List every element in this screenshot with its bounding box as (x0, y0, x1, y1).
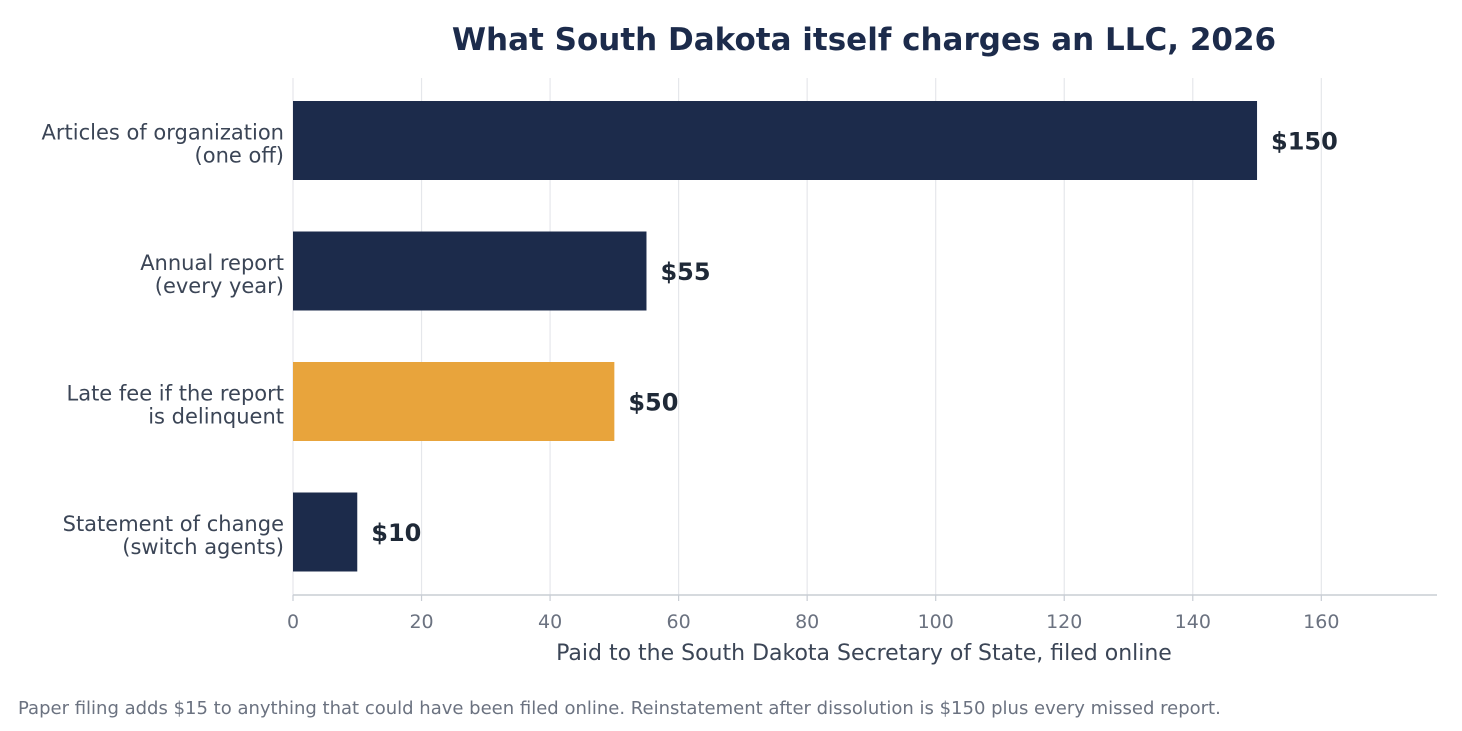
x-tick-label: 160 (1303, 611, 1339, 633)
value-label: $55 (660, 258, 710, 286)
bars (293, 101, 1258, 572)
x-tick-label: 80 (795, 611, 819, 633)
category-label: Annual report (every year) (140, 251, 284, 298)
category-label: Late fee if the report is delinquent (67, 382, 285, 429)
value-label: $10 (371, 519, 421, 547)
x-tick-label: 120 (1046, 611, 1082, 633)
x-tick-label: 0 (287, 611, 299, 633)
bar (293, 362, 615, 441)
value-label: $150 (1271, 128, 1338, 156)
category-labels: Articles of organization (one off) Annual … (42, 121, 284, 560)
bar (293, 101, 1258, 180)
x-axis-label: Paid to the South Dakota Secretary of St… (556, 641, 1172, 666)
bar (293, 492, 358, 572)
x-tick-label: 140 (1175, 611, 1211, 633)
x-tick-label: 60 (667, 611, 691, 633)
footnote: Paper filing adds $15 to anything that c… (18, 698, 1221, 719)
chart-title: What South Dakota itself charges an LLC,… (452, 22, 1276, 58)
value-labels: $150 $55 $50 $10 (371, 128, 1338, 548)
x-axis: 0 20 40 60 80 100 120 140 160 (287, 594, 1437, 633)
x-tick-label: 20 (409, 611, 433, 633)
bar (293, 231, 647, 311)
category-label: Statement of change (switch agents) (63, 512, 284, 559)
x-tick-label: 100 (918, 611, 954, 633)
x-tick-label: 40 (538, 611, 562, 633)
value-label: $50 (628, 389, 678, 417)
category-label: Articles of organization (one off) (42, 121, 284, 168)
